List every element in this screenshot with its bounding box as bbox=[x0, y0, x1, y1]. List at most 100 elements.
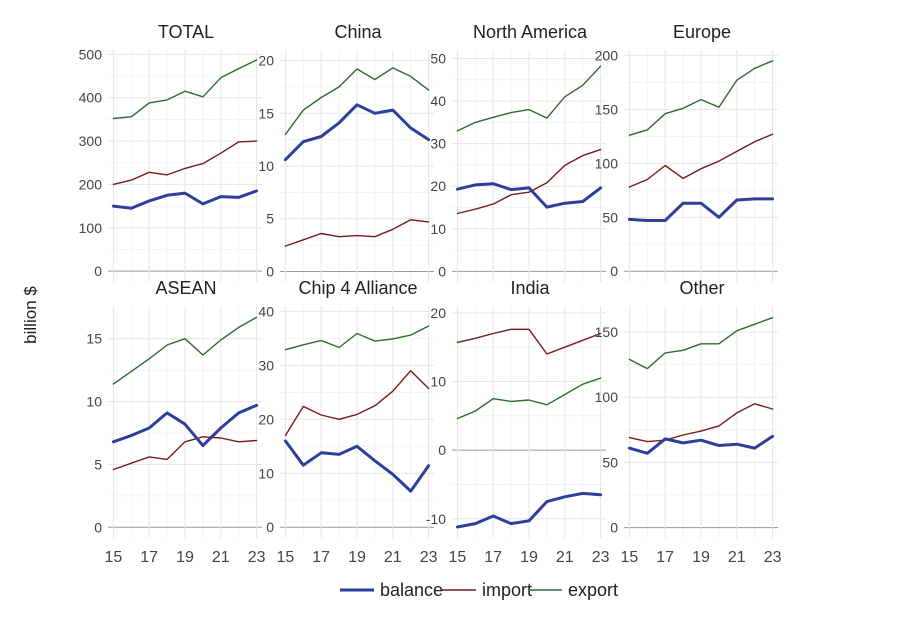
y-tick-label: 300 bbox=[79, 133, 103, 149]
facet-title-chip-4-alliance: Chip 4 Alliance bbox=[298, 278, 417, 298]
series-line-export-china bbox=[284, 67, 430, 136]
y-tick-label: -10 bbox=[426, 511, 446, 527]
legend-label-import: import bbox=[482, 580, 532, 600]
facet-title-other: Other bbox=[679, 278, 724, 298]
series-line-export-asean bbox=[112, 316, 258, 385]
series-line-balance-other bbox=[627, 434, 775, 455]
panel-europe: 0 50 100 150 200 Europe bbox=[595, 22, 778, 282]
y-tick-label: 20 bbox=[430, 178, 446, 194]
x-tick-label: 15 bbox=[620, 549, 638, 566]
legend-item-export: export bbox=[528, 580, 618, 600]
y-tick-label: 0 bbox=[610, 263, 618, 279]
panel-china: 0 5 10 15 20 China bbox=[258, 22, 434, 282]
y-tick-label: 15 bbox=[86, 331, 102, 347]
y-tick-label: 15 bbox=[258, 105, 274, 121]
facet-title-india: India bbox=[510, 278, 550, 298]
series-line-import-europe bbox=[628, 133, 774, 188]
y-tick-label: 10 bbox=[86, 394, 102, 410]
y-tick-label: 200 bbox=[79, 176, 103, 192]
y-tick-label: 100 bbox=[595, 155, 619, 171]
legend-item-import: import bbox=[442, 580, 532, 600]
legend-label-export: export bbox=[568, 580, 618, 600]
series-line-export-india bbox=[456, 377, 602, 420]
y-tick-label: 10 bbox=[430, 374, 446, 390]
x-tick-label: 17 bbox=[140, 549, 158, 566]
y-tick-label: 20 bbox=[258, 53, 274, 69]
series-line-import-north-america bbox=[456, 148, 602, 215]
x-tick-label: 19 bbox=[692, 549, 710, 566]
y-tick-label: 5 bbox=[94, 456, 102, 472]
x-tick-label: 17 bbox=[312, 549, 330, 566]
facet-title-china: China bbox=[334, 22, 382, 42]
y-tick-label: 50 bbox=[602, 454, 618, 470]
y-tick-label: 0 bbox=[94, 519, 102, 535]
legend-label-balance: balance bbox=[380, 580, 443, 600]
y-tick-label: 150 bbox=[595, 324, 619, 340]
y-tick-label: 10 bbox=[258, 465, 274, 481]
y-tick-label: 500 bbox=[79, 46, 103, 62]
x-tick-label: 19 bbox=[348, 549, 366, 566]
series-line-balance-chip-4-alliance bbox=[283, 439, 431, 493]
panel-north-america: 0 10 20 30 40 50 North America bbox=[430, 22, 606, 282]
y-tick-label: 0 bbox=[610, 520, 618, 536]
legend: balance import export bbox=[340, 580, 618, 600]
y-tick-label: 0 bbox=[266, 519, 274, 535]
x-tick-label: 21 bbox=[212, 549, 230, 566]
y-tick-label: 150 bbox=[595, 101, 619, 117]
panel-other: 0 50 100 150 15 17 19 21 23 Other bbox=[595, 278, 782, 566]
series-line-import-india bbox=[456, 328, 602, 355]
y-tick-label: 20 bbox=[430, 305, 446, 321]
facet-title-europe: Europe bbox=[673, 22, 731, 42]
y-tick-label: 40 bbox=[258, 303, 274, 319]
legend-item-balance: balance bbox=[340, 580, 443, 600]
series-line-import-chip-4-alliance bbox=[284, 370, 430, 437]
series-line-balance-china bbox=[283, 103, 431, 162]
x-tick-label: 23 bbox=[592, 549, 610, 566]
y-tick-label: 50 bbox=[430, 51, 446, 67]
x-tick-label: 21 bbox=[556, 549, 574, 566]
series-line-export-other bbox=[628, 317, 774, 370]
x-tick-label: 17 bbox=[656, 549, 674, 566]
panel-total: 0 100 200 300 400 500 TOTAL bbox=[79, 22, 262, 282]
y-tick-label: 40 bbox=[430, 93, 446, 109]
y-tick-label: 200 bbox=[595, 47, 619, 63]
x-tick-label: 23 bbox=[764, 549, 782, 566]
x-tick-label: 19 bbox=[176, 549, 194, 566]
facet-title-total: TOTAL bbox=[158, 22, 214, 42]
facet-panels: 0100200300400500TOTAL05101520China010203… bbox=[79, 22, 782, 566]
y-tick-label: 30 bbox=[430, 136, 446, 152]
y-tick-label: 0 bbox=[266, 263, 274, 279]
x-tick-label: 17 bbox=[484, 549, 502, 566]
panel-chip-4-alliance: 0 10 20 30 40 15 17 19 21 23 Chip 4 Alliance bbox=[258, 278, 437, 566]
series-line-balance-asean bbox=[111, 403, 259, 448]
x-tick-label: 15 bbox=[276, 549, 294, 566]
x-tick-label: 21 bbox=[384, 549, 402, 566]
y-tick-label: 400 bbox=[79, 90, 103, 106]
series-line-import-total bbox=[112, 140, 258, 186]
y-tick-label: 10 bbox=[430, 221, 446, 237]
series-line-export-north-america bbox=[456, 65, 602, 132]
x-tick-label: 23 bbox=[420, 549, 438, 566]
y-tick-label: 10 bbox=[258, 158, 274, 174]
y-tick-label: 30 bbox=[258, 357, 274, 373]
series-line-balance-europe bbox=[627, 197, 775, 222]
series-line-import-other bbox=[628, 403, 774, 443]
series-line-import-china bbox=[284, 219, 430, 247]
x-tick-label: 15 bbox=[448, 549, 466, 566]
y-axis-label: billion $ bbox=[21, 286, 40, 344]
facet-title-asean: ASEAN bbox=[155, 278, 216, 298]
x-tick-label: 21 bbox=[728, 549, 746, 566]
series-line-balance-north-america bbox=[455, 182, 603, 209]
facet-title-north-america: North America bbox=[473, 22, 588, 42]
series-line-balance-india bbox=[455, 491, 603, 529]
x-tick-label: 23 bbox=[248, 549, 266, 566]
y-tick-label: 0 bbox=[438, 442, 446, 458]
y-tick-label: 50 bbox=[602, 209, 618, 225]
y-tick-label: 20 bbox=[258, 411, 274, 427]
y-tick-label: 0 bbox=[94, 263, 102, 279]
series-line-balance-total bbox=[111, 189, 259, 210]
panel-asean: 0 5 10 15 15 17 19 21 23 ASEAN bbox=[86, 278, 265, 566]
y-tick-label: 100 bbox=[79, 220, 103, 236]
